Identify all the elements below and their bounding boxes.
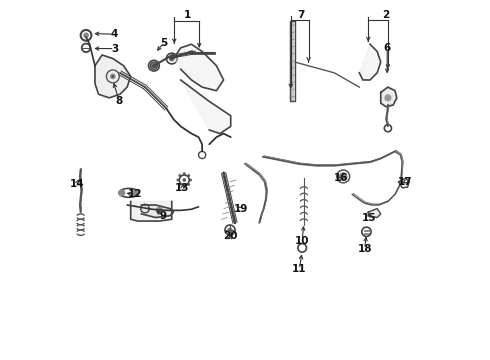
Text: 8: 8 — [116, 96, 123, 107]
Text: 16: 16 — [334, 173, 348, 183]
Text: 10: 10 — [295, 236, 309, 246]
Text: 20: 20 — [223, 231, 237, 242]
Text: 17: 17 — [398, 177, 413, 187]
Circle shape — [83, 32, 89, 38]
Text: 19: 19 — [234, 204, 248, 214]
Circle shape — [112, 75, 114, 77]
Circle shape — [384, 94, 392, 102]
Polygon shape — [142, 205, 173, 217]
Circle shape — [187, 183, 190, 186]
Circle shape — [176, 179, 179, 181]
Circle shape — [183, 172, 186, 175]
Text: 9: 9 — [159, 211, 167, 221]
Text: 5: 5 — [160, 38, 167, 48]
Circle shape — [187, 174, 190, 177]
Text: 18: 18 — [357, 244, 372, 253]
Text: 13: 13 — [175, 183, 190, 193]
Text: 11: 11 — [292, 264, 307, 274]
Circle shape — [152, 64, 156, 68]
Text: 15: 15 — [362, 212, 376, 222]
Circle shape — [182, 178, 186, 182]
Polygon shape — [131, 202, 172, 221]
Circle shape — [156, 207, 163, 214]
Polygon shape — [359, 44, 381, 80]
Text: 6: 6 — [384, 43, 391, 53]
Text: 2: 2 — [383, 10, 390, 19]
Circle shape — [178, 174, 181, 177]
Text: 3: 3 — [111, 44, 118, 54]
Circle shape — [189, 179, 192, 181]
Polygon shape — [368, 208, 381, 217]
Text: 1: 1 — [184, 10, 192, 19]
Text: 12: 12 — [128, 189, 143, 199]
Circle shape — [183, 185, 186, 188]
Circle shape — [339, 172, 347, 181]
Polygon shape — [95, 55, 131, 98]
Text: 14: 14 — [70, 179, 84, 189]
Circle shape — [110, 73, 116, 79]
Polygon shape — [381, 87, 397, 107]
Text: 7: 7 — [297, 10, 305, 19]
Polygon shape — [292, 21, 293, 102]
Circle shape — [170, 57, 174, 61]
Circle shape — [178, 183, 181, 186]
Polygon shape — [181, 80, 231, 134]
Polygon shape — [173, 44, 223, 91]
Circle shape — [118, 189, 125, 197]
Text: 4: 4 — [111, 29, 118, 39]
Circle shape — [227, 228, 232, 233]
Polygon shape — [398, 178, 409, 188]
Circle shape — [132, 189, 140, 197]
